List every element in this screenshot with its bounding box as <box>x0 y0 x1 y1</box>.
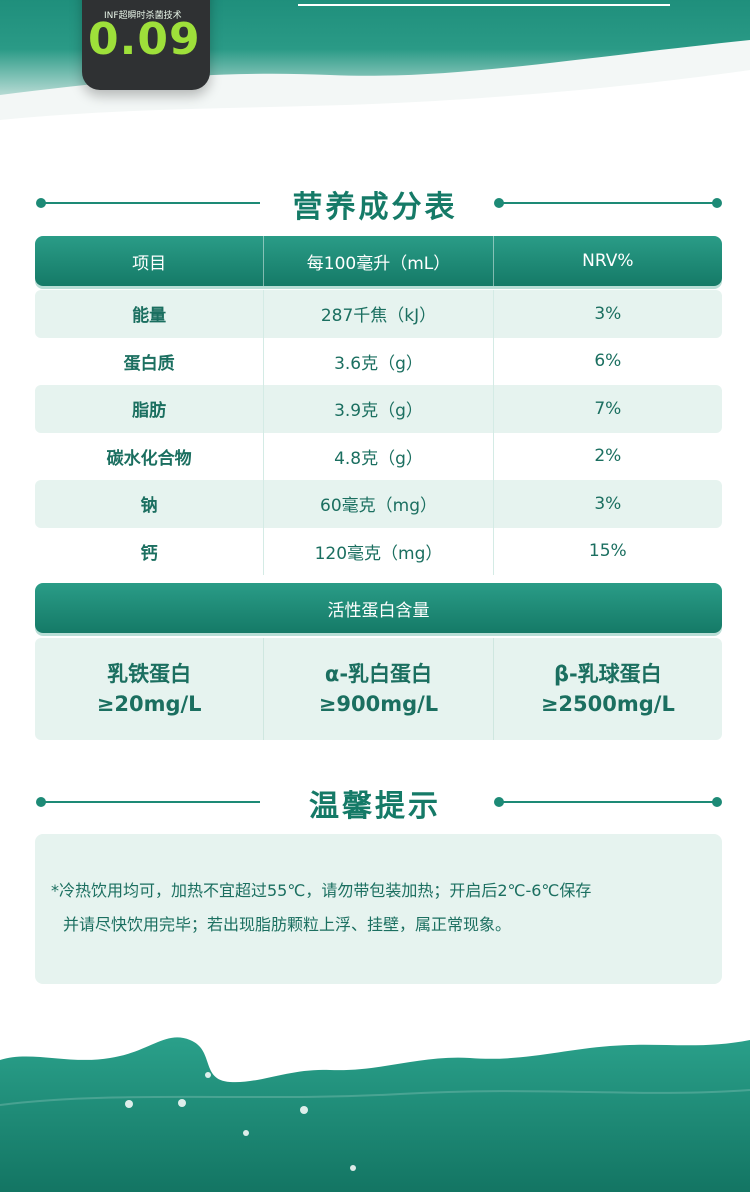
row-amount: 3.9克（g） <box>264 385 494 433</box>
row-nrv: 3% <box>594 493 622 514</box>
active-protein-item: α-乳白蛋白 ≥900mg/L <box>264 638 494 740</box>
row-nrv: 3% <box>594 303 622 324</box>
row-nrv: 6% <box>594 351 622 372</box>
sparkle-dot <box>125 1100 133 1108</box>
row-amount: 3.6克（g） <box>264 337 494 385</box>
table-row: 蛋白质 3.6克（g） 6% <box>35 337 722 385</box>
row-amount: 120毫克（mg） <box>264 527 494 575</box>
protein-value: ≥2500mg/L <box>540 692 675 716</box>
row-name: 钙 <box>35 527 265 575</box>
title-line-right <box>497 202 717 204</box>
protein-name: 乳铁蛋白 <box>107 662 192 686</box>
row-amount: 60毫克（mg） <box>264 480 494 528</box>
tips-title: 温馨提示 <box>309 789 441 824</box>
tips-text: *冷热饮用均可，加热不宜超过55℃，请勿带包装加热；开启后2℃-6℃保存 并请尽… <box>51 874 715 942</box>
row-name: 钠 <box>35 480 265 528</box>
product-subtitle: INF超瞬时杀菌技术 <box>104 11 182 21</box>
title-line-left <box>40 801 260 803</box>
table-row: 钙 120毫克（mg） 15% <box>35 527 722 575</box>
title-dot-right <box>712 797 722 807</box>
tips-line-2: 并请尽快饮用完毕；若出现脂肪颗粒上浮、挂壁，属正常现象。 <box>63 915 512 934</box>
nutrition-section-title: 营养成分表 <box>0 178 750 228</box>
active-protein-item: 乳铁蛋白 ≥20mg/L <box>35 638 265 740</box>
table-row: 能量 287千焦（kJ） 3% <box>35 290 722 338</box>
protein-name: β-乳球蛋白 <box>553 662 662 686</box>
nutrition-table-body: 能量 287千焦（kJ） 3% 蛋白质 3.6克（g） 6% 脂肪 3.9克（g… <box>35 290 722 575</box>
row-name: 脂肪 <box>35 385 265 433</box>
row-name: 碳水化合物 <box>35 432 265 480</box>
row-amount: 4.8克（g） <box>264 432 494 480</box>
protein-value: ≥20mg/L <box>96 692 202 716</box>
milk-wave-top <box>0 40 750 180</box>
sparkle-dot <box>243 1130 249 1136</box>
tips-box: *冷热饮用均可，加热不宜超过55℃，请勿带包装加热；开启后2℃-6℃保存 并请尽… <box>35 834 722 984</box>
sparkle-dot <box>350 1165 356 1171</box>
product-bottle-image: INF超瞬时杀菌技术 0.09 <box>82 0 210 90</box>
header-per-100ml: 每100毫升（mL） <box>264 236 494 286</box>
protein-value: ≥900mg/L <box>318 692 439 716</box>
product-number: 0.09 <box>88 14 201 65</box>
protein-name: α-乳白蛋白 <box>324 662 433 686</box>
nutrition-title: 营养成分表 <box>292 190 458 225</box>
sparkle-dot <box>300 1106 308 1114</box>
tips-section-title: 温馨提示 <box>0 777 750 827</box>
row-amount: 287千焦（kJ） <box>264 290 494 338</box>
top-divider-line <box>298 4 670 6</box>
table-row: 碳水化合物 4.8克（g） 2% <box>35 432 722 480</box>
title-dot-right <box>712 198 722 208</box>
row-name: 能量 <box>35 290 265 338</box>
active-protein-body: 乳铁蛋白 ≥20mg/L α-乳白蛋白 ≥900mg/L β-乳球蛋白 ≥250… <box>35 638 722 740</box>
table-row: 脂肪 3.9克（g） 7% <box>35 385 722 433</box>
header-nrv: NRV% <box>582 251 634 271</box>
tips-line-1: *冷热饮用均可，加热不宜超过55℃，请勿带包装加热；开启后2℃-6℃保存 <box>51 881 592 900</box>
active-protein-header: 活性蛋白含量 <box>35 583 722 633</box>
row-nrv: 2% <box>594 446 622 467</box>
nutrition-table-header: 项目 每100毫升（mL） NRV% <box>35 236 722 286</box>
row-name: 蛋白质 <box>35 337 265 385</box>
milk-wave-bottom <box>0 1037 750 1192</box>
active-protein-item: β-乳球蛋白 ≥2500mg/L <box>494 638 722 740</box>
title-dot-mid <box>494 198 504 208</box>
title-line-left <box>40 202 260 204</box>
row-nrv: 7% <box>594 398 622 419</box>
sparkle-dot <box>178 1099 186 1107</box>
header-item: 项目 <box>35 236 265 286</box>
sparkle-dot <box>205 1072 211 1078</box>
title-line-right <box>497 801 717 803</box>
table-row: 钠 60毫克（mg） 3% <box>35 480 722 528</box>
row-nrv: 15% <box>588 541 627 562</box>
title-dot-mid <box>494 797 504 807</box>
